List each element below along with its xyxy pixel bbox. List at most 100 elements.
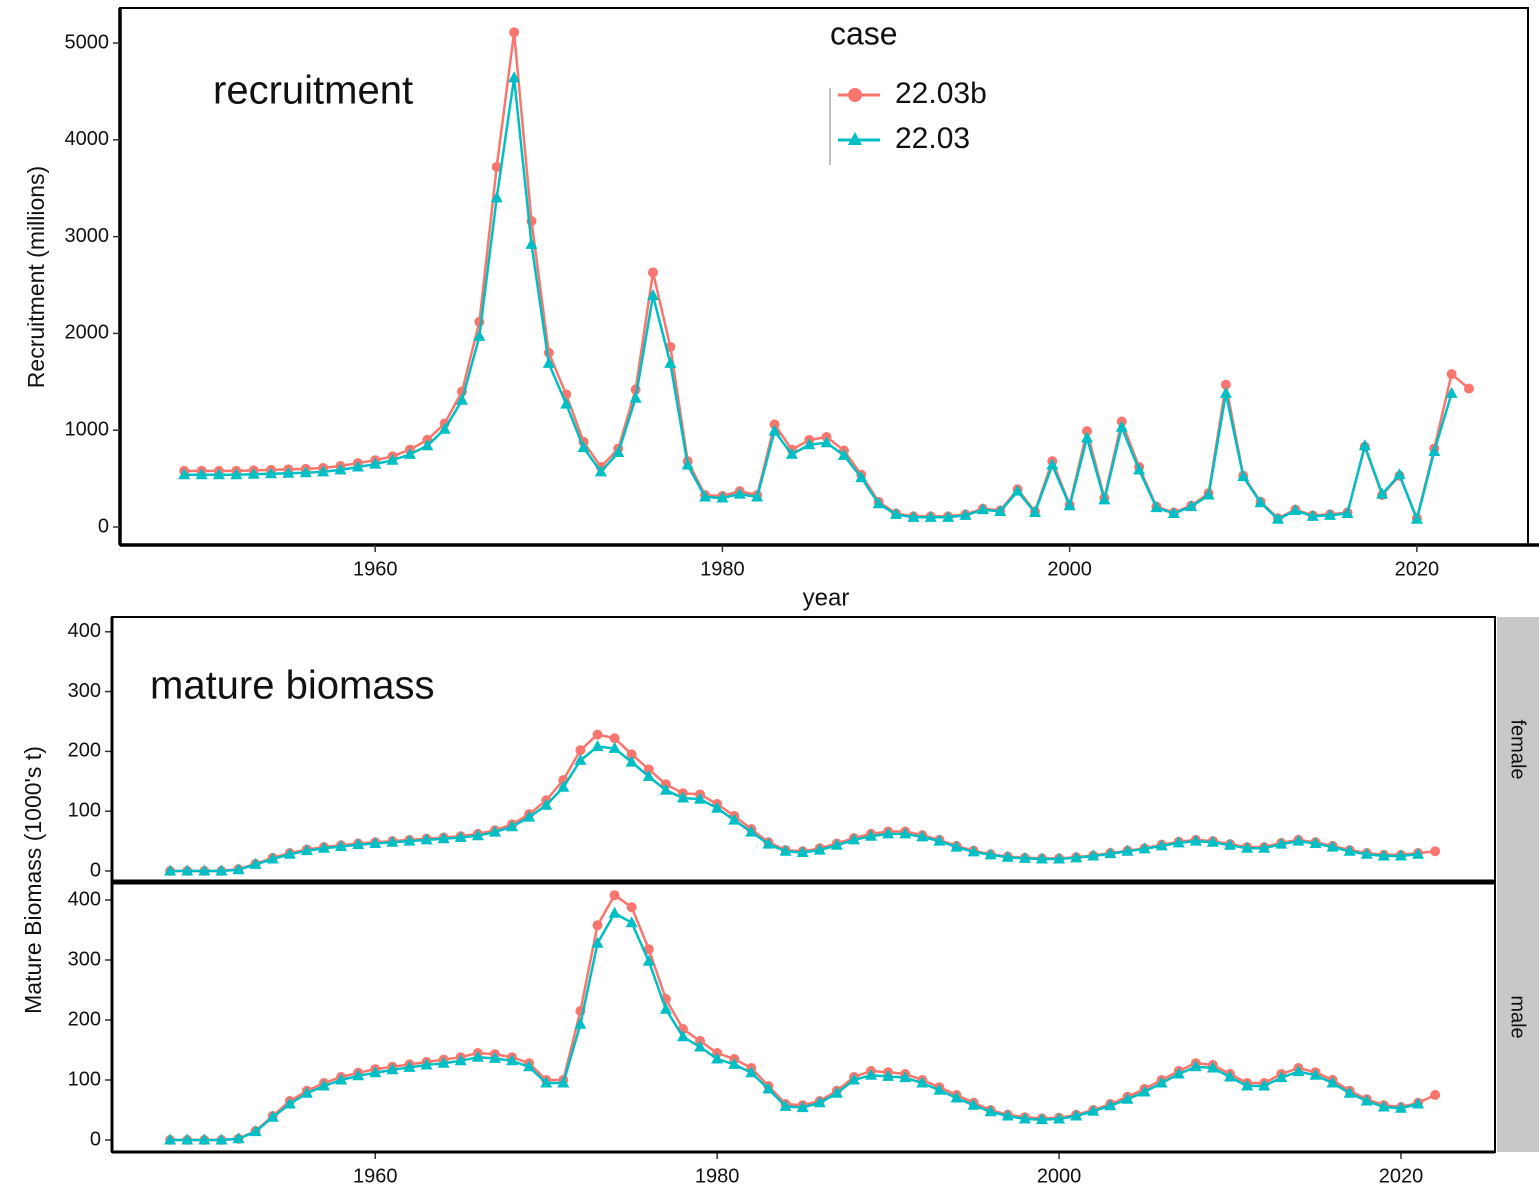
point bbox=[1393, 468, 1406, 480]
point bbox=[1306, 509, 1319, 521]
point bbox=[768, 424, 781, 436]
point bbox=[317, 465, 330, 477]
point bbox=[1360, 1094, 1373, 1106]
point bbox=[592, 920, 603, 931]
point bbox=[847, 1073, 860, 1085]
point bbox=[1053, 1112, 1066, 1124]
y-tick-label: 0 bbox=[90, 859, 101, 881]
point bbox=[490, 191, 503, 203]
x-tick-label: 1960 bbox=[353, 558, 398, 580]
point bbox=[1206, 835, 1219, 847]
point bbox=[1053, 852, 1066, 864]
point bbox=[195, 468, 208, 480]
point bbox=[386, 1063, 399, 1075]
point bbox=[266, 1110, 279, 1122]
point bbox=[681, 458, 694, 470]
point bbox=[1326, 1076, 1339, 1088]
point bbox=[471, 829, 484, 841]
point bbox=[1206, 1061, 1219, 1073]
point bbox=[317, 841, 330, 853]
point bbox=[215, 1133, 228, 1145]
point bbox=[716, 491, 729, 503]
point bbox=[1070, 1109, 1083, 1121]
point bbox=[959, 508, 972, 520]
point bbox=[629, 391, 642, 403]
point bbox=[247, 467, 260, 479]
x-axis-label: year bbox=[803, 584, 850, 611]
point bbox=[403, 447, 416, 459]
point bbox=[830, 838, 843, 850]
point bbox=[1155, 1076, 1168, 1088]
point bbox=[1376, 487, 1389, 499]
point bbox=[557, 1076, 570, 1088]
point bbox=[437, 832, 450, 844]
y-tick-label: 1000 bbox=[65, 418, 110, 440]
point bbox=[796, 1101, 809, 1113]
facet-strip bbox=[1497, 882, 1539, 1152]
point bbox=[1185, 500, 1198, 512]
point bbox=[1220, 379, 1231, 390]
y-tick-label: 300 bbox=[68, 948, 101, 970]
point bbox=[890, 507, 903, 519]
point bbox=[907, 510, 920, 522]
point bbox=[820, 436, 833, 448]
point bbox=[1271, 512, 1284, 524]
point bbox=[1410, 512, 1423, 524]
point bbox=[984, 848, 997, 860]
point bbox=[1377, 1100, 1390, 1112]
point bbox=[420, 833, 433, 845]
point bbox=[335, 839, 348, 851]
point bbox=[642, 770, 655, 782]
point bbox=[865, 1068, 878, 1080]
point bbox=[1430, 1090, 1441, 1100]
point bbox=[608, 741, 621, 753]
point bbox=[1428, 444, 1441, 456]
point bbox=[779, 1099, 792, 1111]
point bbox=[855, 471, 868, 483]
point bbox=[577, 441, 590, 453]
point bbox=[733, 487, 746, 499]
point bbox=[1018, 1112, 1031, 1124]
point bbox=[1219, 386, 1232, 398]
point bbox=[266, 852, 279, 864]
point bbox=[456, 393, 469, 405]
point bbox=[1138, 842, 1151, 854]
point bbox=[933, 1083, 946, 1095]
point bbox=[1275, 1071, 1288, 1083]
point bbox=[642, 954, 655, 966]
point bbox=[335, 1073, 348, 1085]
point bbox=[676, 1030, 689, 1042]
point bbox=[745, 825, 758, 837]
point bbox=[1224, 838, 1237, 850]
legend-title: case bbox=[830, 15, 898, 51]
point bbox=[699, 490, 712, 502]
y-tick-label: 200 bbox=[68, 1008, 101, 1030]
point bbox=[1098, 493, 1111, 505]
point bbox=[745, 1066, 758, 1078]
x-tick-label: 1980 bbox=[695, 1165, 740, 1187]
facet-label: female bbox=[1507, 719, 1529, 779]
point bbox=[181, 864, 194, 876]
point bbox=[916, 1076, 929, 1088]
point bbox=[506, 820, 519, 832]
facet-label: male bbox=[1507, 995, 1529, 1038]
point bbox=[1292, 1065, 1305, 1077]
point bbox=[1172, 1067, 1185, 1079]
point bbox=[1035, 1113, 1048, 1125]
point bbox=[178, 468, 191, 480]
point bbox=[181, 1133, 194, 1145]
point bbox=[1087, 849, 1100, 861]
point bbox=[994, 505, 1007, 517]
point bbox=[540, 1076, 553, 1088]
point bbox=[403, 1060, 416, 1072]
point bbox=[1018, 851, 1031, 863]
point bbox=[659, 783, 672, 795]
point bbox=[694, 792, 707, 804]
point bbox=[369, 457, 382, 469]
point bbox=[950, 1091, 963, 1103]
point bbox=[473, 329, 486, 341]
point bbox=[1430, 846, 1441, 857]
point bbox=[249, 857, 262, 869]
